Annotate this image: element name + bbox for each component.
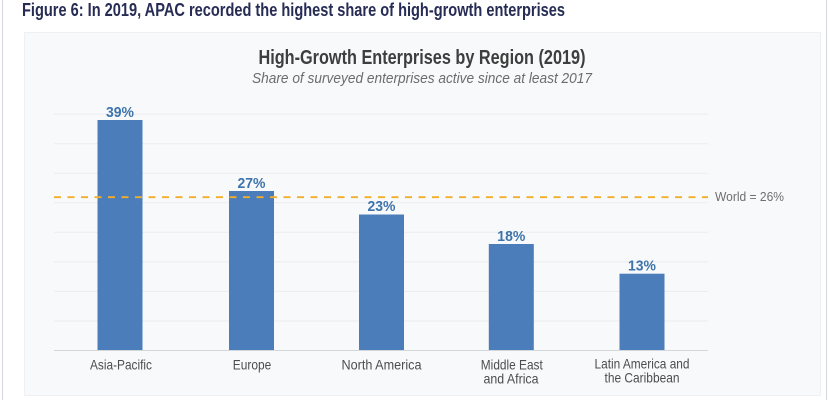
svg-text:Latin America and: Latin America and	[595, 356, 690, 372]
svg-text:the Caribbean: the Caribbean	[605, 370, 680, 386]
svg-text:39%: 39%	[106, 104, 134, 121]
svg-text:Europe: Europe	[233, 356, 272, 372]
svg-text:27%: 27%	[238, 175, 266, 192]
svg-text:13%: 13%	[628, 258, 656, 275]
svg-text:World = 26%: World = 26%	[715, 190, 784, 204]
svg-text:and Africa: and Africa	[484, 371, 539, 387]
svg-text:North America: North America	[342, 356, 422, 372]
svg-text:Figure 6: In 2019, APAC record: Figure 6: In 2019, APAC recorded the hig…	[22, 0, 565, 20]
svg-text:High-Growth Enterprises by Reg: High-Growth Enterprises by Region (2019)	[259, 47, 586, 69]
svg-text:Share of surveyed enterprises: Share of surveyed enterprises active sin…	[252, 70, 593, 87]
svg-text:Middle East: Middle East	[481, 356, 543, 372]
svg-text:Asia-Pacific: Asia-Pacific	[90, 356, 152, 372]
svg-text:18%: 18%	[497, 228, 525, 245]
svg-text:23%: 23%	[368, 198, 396, 215]
